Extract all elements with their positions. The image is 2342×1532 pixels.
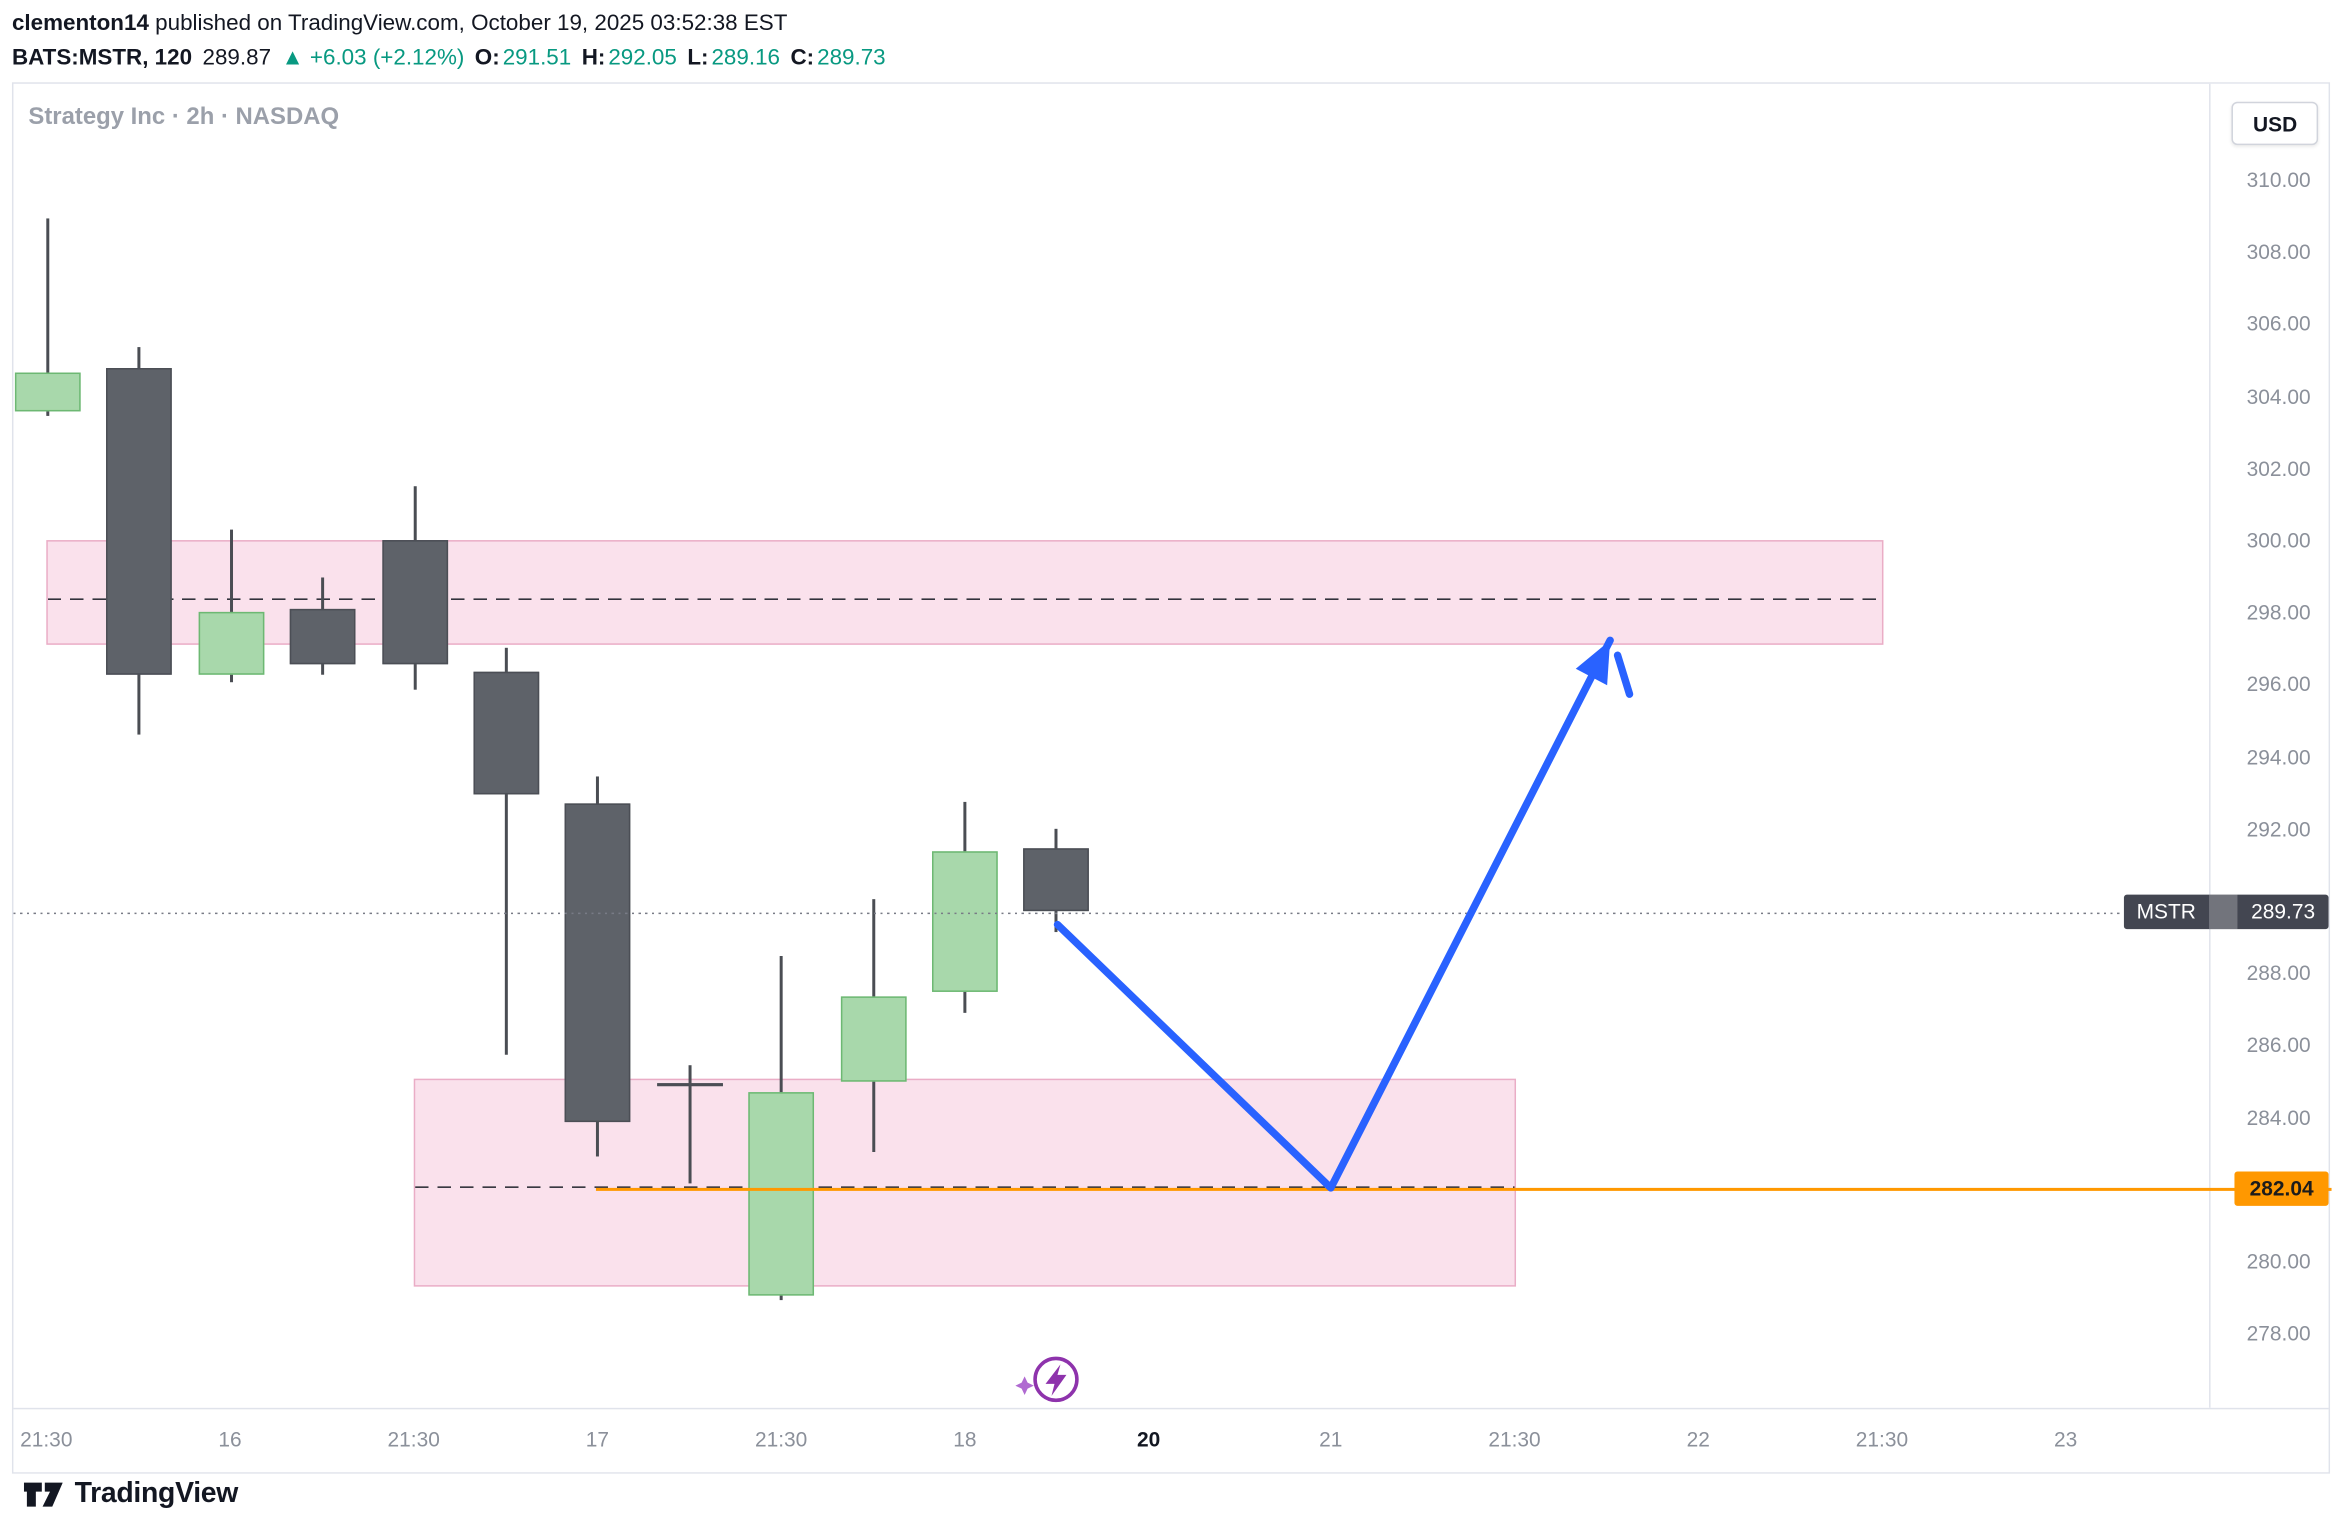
close-label: C: <box>790 44 815 71</box>
low-number: 289.16 <box>711 44 781 71</box>
price-axis-label: 294.00 <box>2246 744 2311 769</box>
close-number: 289.73 <box>817 44 886 71</box>
symbol-line: BATS:MSTR, 120 289.87 ▲ +6.03 (+2.12%) O… <box>12 43 886 71</box>
price-axis-label: 286.00 <box>2246 1032 2311 1057</box>
time-axis-label: 22 <box>1686 1427 1710 1452</box>
price-axis-label: 300.00 <box>2246 528 2311 553</box>
candle-wick <box>504 647 508 1056</box>
symbol-watermark: Strategy Inc · 2h · NASDAQ <box>28 104 340 131</box>
time-axis-label: 17 <box>585 1427 610 1452</box>
open-value: O: 291.51 <box>475 43 571 71</box>
price-axis-label: 306.00 <box>2246 311 2311 336</box>
currency-button[interactable]: USD <box>2232 101 2319 146</box>
open-label: O: <box>474 44 500 71</box>
candle-body <box>565 802 631 1123</box>
candle-wick <box>688 1064 692 1184</box>
high-number: 292.05 <box>608 44 677 71</box>
low-value: L: 289.16 <box>687 43 780 71</box>
orange-price-tag: 282.04 <box>2234 1171 2329 1206</box>
price-axis-label: 298.00 <box>2246 600 2311 625</box>
time-axis-label: 21:30 <box>20 1427 73 1452</box>
tradingview-logo-text: TradingView <box>74 1478 239 1510</box>
zone-mid-dashed-line <box>47 598 1882 601</box>
price-axis-label: 302.00 <box>2246 456 2311 480</box>
username: clementon14 <box>11 10 149 36</box>
last-price-tag-symbol: MSTR <box>2136 899 2196 924</box>
time-axis-label: 21 <box>1319 1427 1343 1452</box>
published-text: published on TradingView.com, October 19… <box>148 10 788 36</box>
tradingview-logo-icon <box>23 1482 63 1507</box>
price-axis-label: 310.00 <box>2246 167 2311 192</box>
price-axis-label: 296.00 <box>2246 672 2311 697</box>
candle-body <box>106 368 173 675</box>
price-change: ▲ +6.03 (+2.12%) <box>281 44 465 71</box>
plot-area[interactable]: Strategy Inc · 2h · NASDAQ <box>13 84 2332 1408</box>
price-axis-label: 304.00 <box>2246 383 2311 408</box>
price-axis-label: 308.00 <box>2246 239 2311 264</box>
candle-body <box>932 851 998 993</box>
time-axis-label: 18 <box>953 1427 977 1452</box>
symbol-name: BATS:MSTR, 120 <box>11 44 193 71</box>
candle-body <box>1023 847 1090 912</box>
time-axis-label: 21:30 <box>754 1427 808 1452</box>
candle-body <box>198 611 265 676</box>
time-axis-label: 23 <box>2054 1427 2078 1452</box>
price-axis-label: 292.00 <box>2246 816 2311 841</box>
candle-body <box>381 539 448 665</box>
candle-wick <box>46 218 50 416</box>
chart-widget: Strategy Inc · 2h · NASDAQ 310.00 308.00 3… <box>11 82 2332 1474</box>
price-axis-label: 278.00 <box>2246 1321 2311 1346</box>
orange-alert-line[interactable] <box>595 1187 2332 1191</box>
candle-body <box>473 671 540 794</box>
tradingview-logo[interactable]: TradingView <box>23 1478 239 1511</box>
time-axis-label: 16 <box>218 1427 242 1452</box>
price-axis-label: 288.00 <box>2246 960 2311 985</box>
price-axis-label: 280.00 <box>2246 1249 2311 1274</box>
last-price-tag: MSTR 289.73 <box>2123 893 2329 929</box>
close-value: C: 289.73 <box>790 43 885 71</box>
candle-body <box>840 995 907 1083</box>
time-axis-label: 21:30 <box>387 1427 440 1452</box>
low-label: L: <box>687 44 709 71</box>
candle-body <box>290 608 356 665</box>
candle-wick <box>229 529 233 683</box>
high-label: H: <box>581 44 606 71</box>
candle-body <box>748 1091 815 1296</box>
snapshot-header: clementon14 published on TradingView.com… <box>12 9 886 72</box>
time-axis-label: 20 <box>1136 1427 1161 1452</box>
time-axis-label: 21:30 <box>1855 1427 1909 1452</box>
zone-mid-dashed-line <box>415 1186 1515 1189</box>
time-axis-label: 21:30 <box>1488 1427 1541 1452</box>
price-axis-label: 284.00 <box>2246 1105 2311 1129</box>
candle-body <box>14 372 81 412</box>
price-axis[interactable]: 310.00 308.00 306.00 304.00 302.00 300.00 298.… <box>2209 83 2329 1408</box>
flash-idea-icon <box>1015 1356 1079 1403</box>
last-price: 289.87 <box>202 44 272 71</box>
last-price-tag-value: 289.73 <box>2251 899 2316 924</box>
open-number: 291.51 <box>502 44 572 71</box>
candle-body <box>656 1082 723 1086</box>
current-price-line <box>13 911 2210 914</box>
tag-divider <box>2209 893 2238 929</box>
time-axis[interactable]: 21:30 16 21:30 17 21:30 18 20 21 21:30 22 21:30 23 <box>13 1407 2329 1473</box>
high-value: H: 292.05 <box>582 43 677 71</box>
published-line: clementon14 published on TradingView.com… <box>12 9 886 37</box>
